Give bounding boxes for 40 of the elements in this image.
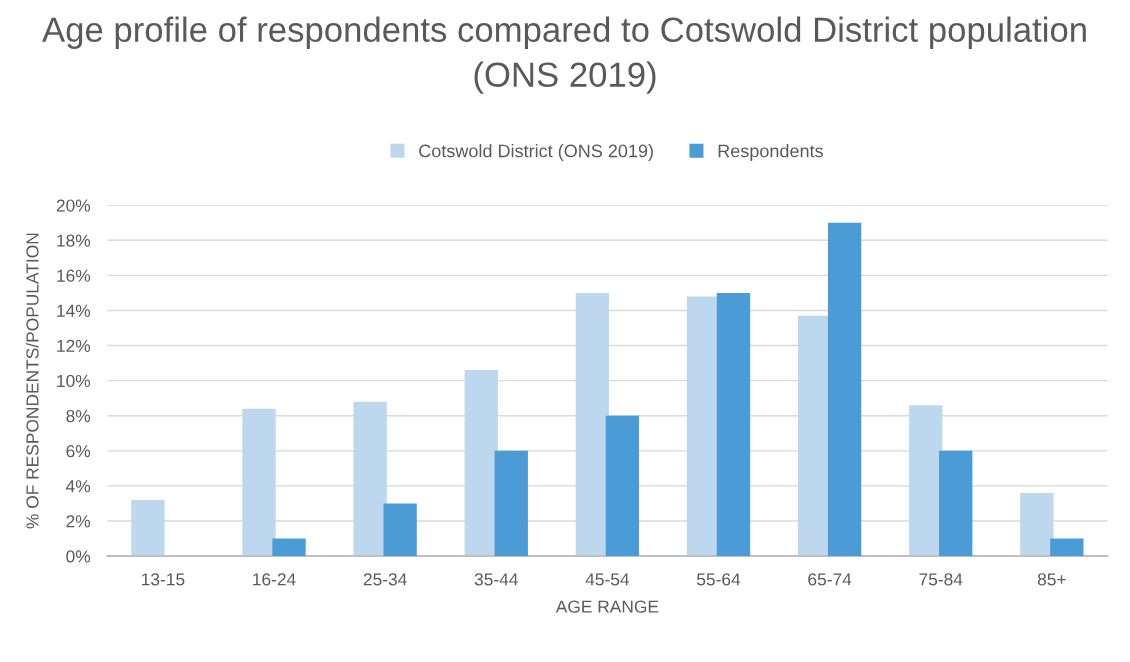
bar (383, 503, 417, 557)
y-tick-label: 14% (57, 304, 91, 317)
bar (827, 222, 862, 557)
bar (909, 405, 943, 557)
legend-label: Respondents (718, 144, 823, 161)
bar (131, 499, 165, 557)
bar (716, 292, 751, 557)
bar (464, 370, 498, 557)
x-tick-label: 45-54 (585, 573, 630, 586)
x-axis-title: AGE RANGE (555, 600, 659, 613)
x-tick-label: 25-34 (363, 573, 407, 586)
x-tick-label: 85+ (1037, 573, 1066, 586)
y-tick-label: 10% (57, 374, 91, 388)
bar (939, 450, 973, 557)
y-tick-label: 18% (57, 234, 91, 247)
y-tick-label: 16% (57, 269, 91, 282)
x-tick-label: 35-44 (474, 573, 518, 586)
y-tick-label: 0% (66, 550, 91, 563)
y-tick-label: 8% (66, 409, 91, 423)
legend-label: Cotswold District (ONS 2019) (419, 144, 653, 161)
chart-title: Age profile of respondents compared to Cotswold District population (ONS 2019) (42, 16, 1086, 94)
x-tick-label: 13-15 (142, 573, 185, 586)
x-tick-label: 75-84 (919, 573, 963, 586)
bar (242, 408, 276, 557)
y-tick-label: 6% (66, 444, 91, 458)
y-axis-title: % OF RESPONDENTS/POPULATION (25, 233, 39, 529)
bar (1020, 492, 1054, 557)
bar (575, 292, 610, 557)
x-tick-label: 55-64 (696, 573, 741, 586)
bar (1050, 538, 1084, 557)
x-tick-label: 16-24 (253, 573, 296, 586)
bar (272, 538, 306, 557)
y-tick-label: 4% (65, 480, 91, 493)
y-tick-label: 2% (66, 515, 91, 528)
bar (494, 450, 528, 557)
bar (605, 415, 640, 557)
x-tick-label: 65-74 (808, 573, 852, 586)
y-tick-label: 20% (56, 199, 91, 212)
y-tick-label: 12% (57, 339, 91, 352)
bar (353, 401, 387, 557)
